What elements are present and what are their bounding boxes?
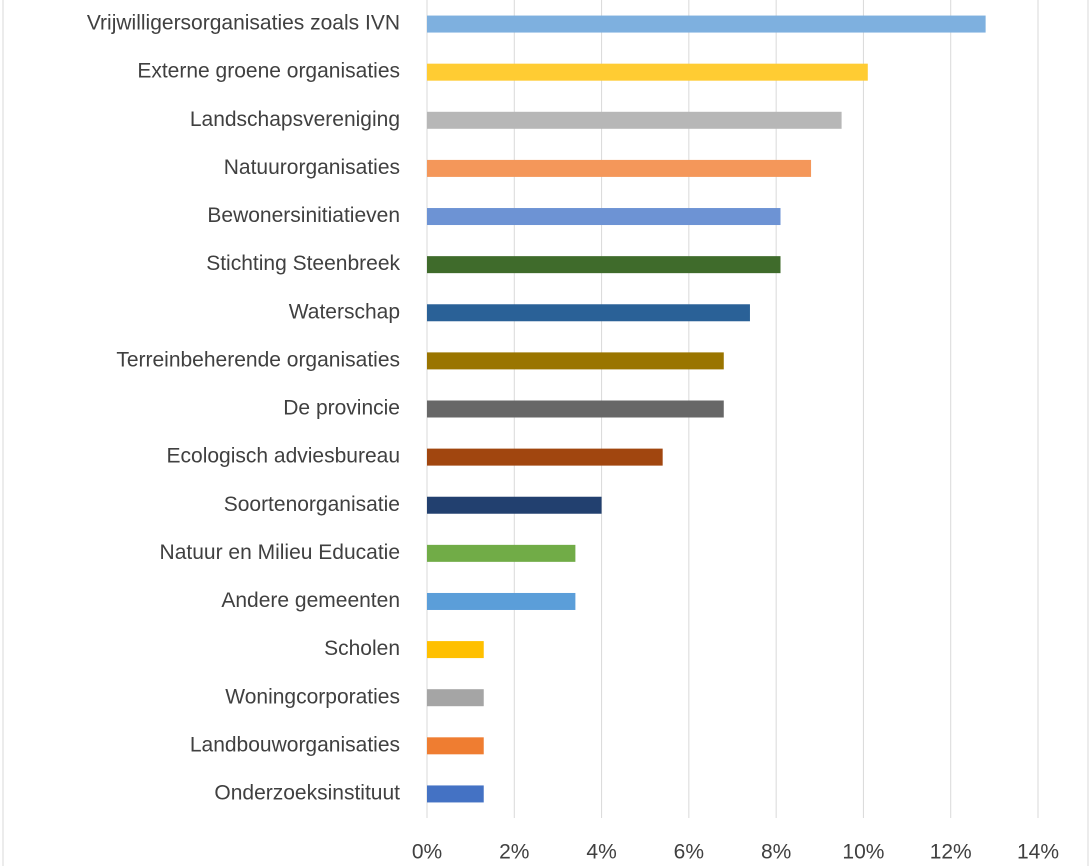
bar: [427, 544, 576, 562]
y-tick-label: Vrijwilligersorganisaties zoals IVN: [87, 12, 400, 35]
bar: [427, 159, 812, 177]
bar: [427, 304, 750, 322]
x-tick-label: 10%: [842, 841, 884, 864]
bar: [427, 15, 986, 33]
bar: [427, 785, 484, 803]
y-tick-label: Natuur en Milieu Educatie: [160, 541, 400, 564]
bar: [427, 496, 602, 514]
bar: [427, 689, 484, 707]
x-tick-label: 6%: [674, 841, 704, 864]
bar: [427, 592, 576, 610]
y-tick-label: Ecologisch adviesbureau: [167, 445, 400, 468]
y-tick-label: Waterschap: [289, 300, 400, 323]
y-tick-label: Landbouworganisaties: [190, 733, 400, 756]
y-tick-label: Andere gemeenten: [221, 589, 400, 612]
x-tick-label: 12%: [930, 841, 972, 864]
bar: [427, 448, 663, 466]
bar: [427, 63, 868, 81]
x-tick-label: 2%: [499, 841, 529, 864]
y-tick-label: Woningcorporaties: [225, 685, 400, 708]
bar: [427, 641, 484, 659]
bar: [427, 400, 724, 418]
y-tick-label: Terreinbeherende organisaties: [116, 348, 400, 371]
x-tick-label: 4%: [586, 841, 616, 864]
y-tick-label: De provincie: [283, 397, 400, 420]
y-tick-label: Stichting Steenbreek: [206, 252, 400, 275]
y-tick-label: Natuurorganisaties: [224, 156, 400, 179]
x-tick-label: 0%: [412, 841, 442, 864]
y-tick-label: Externe groene organisaties: [137, 60, 400, 83]
y-tick-label: Scholen: [324, 637, 400, 660]
x-tick-label: 8%: [761, 841, 791, 864]
y-tick-label: Bewonersinitiatieven: [207, 204, 400, 227]
y-tick-label: Soortenorganisatie: [224, 493, 400, 516]
x-tick-label: 14%: [1017, 841, 1059, 864]
bar: [427, 111, 842, 129]
bar: [427, 208, 781, 226]
y-tick-label: Onderzoeksinstituut: [214, 781, 400, 804]
y-tick-label: Landschapsvereniging: [190, 108, 400, 131]
bar: [427, 737, 484, 755]
bar: [427, 352, 724, 370]
bar: [427, 256, 781, 274]
